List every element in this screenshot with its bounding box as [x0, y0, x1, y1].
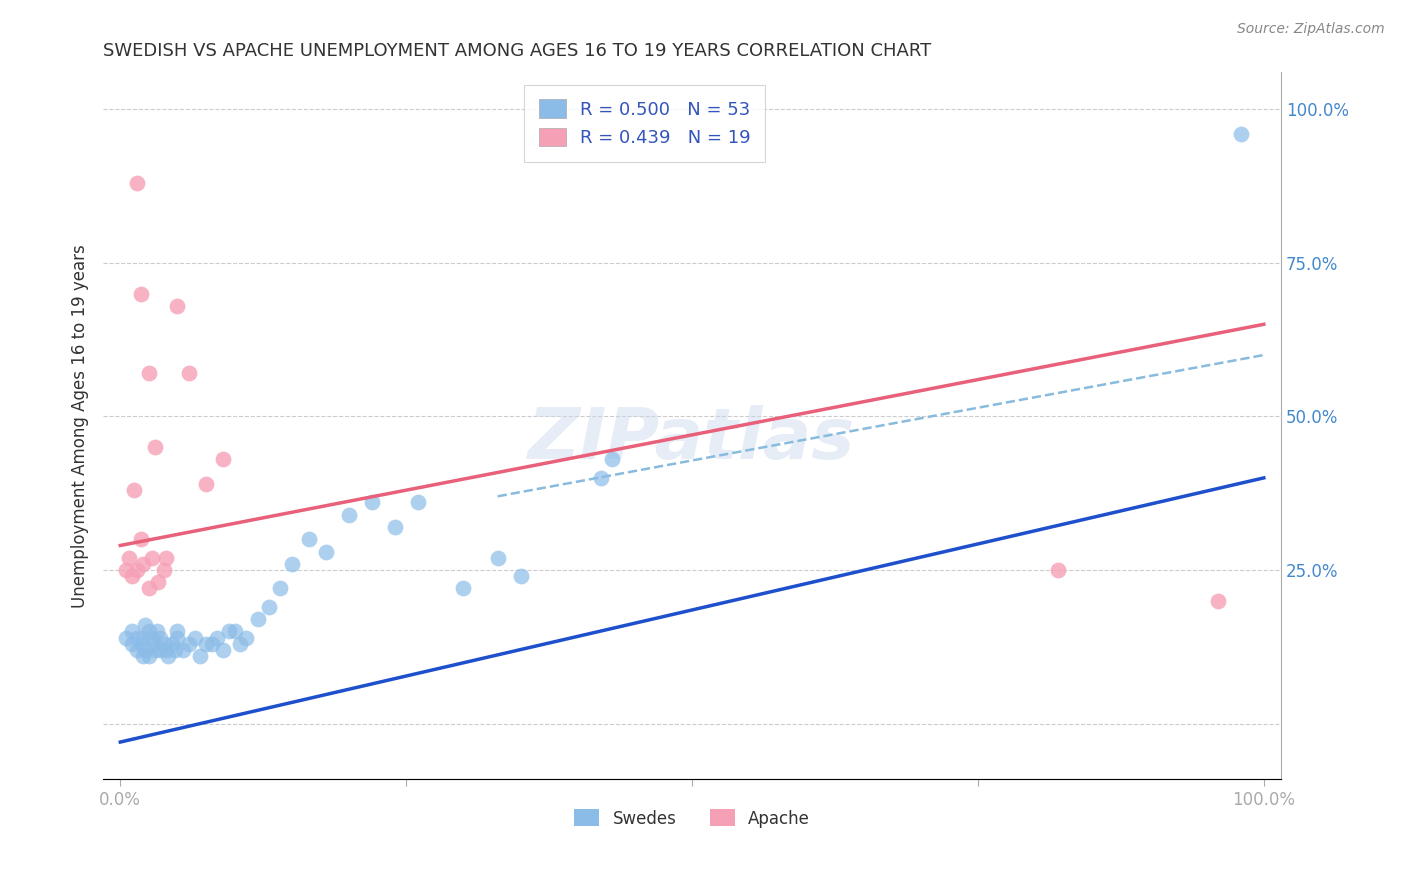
Point	[201, 637, 224, 651]
Point	[298, 533, 321, 547]
Point	[127, 643, 149, 657]
Point	[160, 637, 183, 651]
Point	[207, 631, 229, 645]
Point	[177, 367, 200, 381]
Point	[127, 563, 149, 577]
Point	[1230, 127, 1253, 141]
Point	[149, 631, 172, 645]
Point	[143, 637, 166, 651]
Text: SWEDISH VS APACHE UNEMPLOYMENT AMONG AGES 16 TO 19 YEARS CORRELATION CHART: SWEDISH VS APACHE UNEMPLOYMENT AMONG AGE…	[103, 42, 931, 60]
Point	[269, 582, 291, 596]
Point	[143, 643, 166, 657]
Point	[138, 367, 160, 381]
Point	[149, 643, 172, 657]
Point	[177, 637, 200, 651]
Point	[132, 631, 155, 645]
Point	[146, 575, 169, 590]
Point	[172, 643, 194, 657]
Point	[218, 624, 240, 639]
Point	[229, 637, 252, 651]
Point	[143, 440, 166, 454]
Point	[138, 624, 160, 639]
Point	[384, 520, 406, 534]
Point	[129, 286, 152, 301]
Text: ZIPatlas: ZIPatlas	[529, 405, 856, 475]
Point	[360, 495, 382, 509]
Point	[134, 618, 156, 632]
Point	[337, 508, 360, 522]
Point	[115, 631, 138, 645]
Point	[127, 631, 149, 645]
Point	[257, 599, 280, 614]
Y-axis label: Unemployment Among Ages 16 to 19 years: Unemployment Among Ages 16 to 19 years	[72, 244, 89, 607]
Point	[129, 533, 152, 547]
Point	[121, 637, 143, 651]
Point	[235, 631, 257, 645]
Point	[453, 582, 475, 596]
Point	[115, 563, 138, 577]
Point	[166, 624, 188, 639]
Point	[121, 569, 143, 583]
Point	[406, 495, 429, 509]
Legend: Swedes, Apache: Swedes, Apache	[568, 803, 817, 834]
Point	[195, 477, 218, 491]
Point	[212, 643, 235, 657]
Point	[486, 550, 509, 565]
Point	[509, 569, 531, 583]
Point	[155, 550, 177, 565]
Point	[132, 648, 155, 663]
Point	[183, 631, 205, 645]
Point	[152, 637, 174, 651]
Point	[146, 624, 169, 639]
Point	[121, 624, 143, 639]
Point	[212, 452, 235, 467]
Point	[141, 631, 163, 645]
Point	[195, 637, 218, 651]
Point	[166, 631, 188, 645]
Point	[315, 544, 337, 558]
Point	[134, 643, 156, 657]
Text: Source: ZipAtlas.com: Source: ZipAtlas.com	[1237, 22, 1385, 37]
Point	[166, 299, 188, 313]
Point	[127, 176, 149, 190]
Point	[122, 483, 145, 498]
Point	[152, 563, 174, 577]
Point	[155, 643, 177, 657]
Point	[141, 550, 163, 565]
Point	[246, 612, 269, 626]
Point	[165, 643, 187, 657]
Point	[157, 648, 180, 663]
Point	[188, 648, 211, 663]
Point	[138, 648, 160, 663]
Point	[1046, 563, 1069, 577]
Point	[118, 550, 141, 565]
Point	[1206, 593, 1229, 607]
Point	[281, 557, 304, 571]
Point	[129, 637, 152, 651]
Point	[589, 471, 612, 485]
Point	[600, 452, 623, 467]
Point	[132, 557, 155, 571]
Point	[224, 624, 246, 639]
Point	[138, 582, 160, 596]
